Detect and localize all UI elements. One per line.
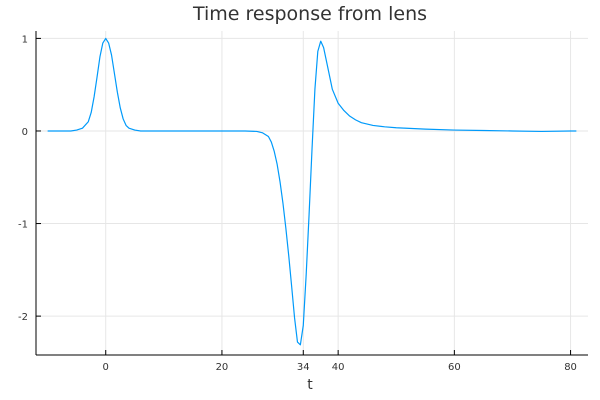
series-line-0 <box>47 37 577 346</box>
y-tick-label: -1 <box>18 220 28 231</box>
x-axis-label: t <box>307 377 313 393</box>
chart-title: Time response from lens <box>192 3 427 25</box>
y-tick-label: 0 <box>22 127 28 138</box>
x-tick-label: 60 <box>448 362 461 373</box>
axes <box>35 31 588 356</box>
x-tick-label: 20 <box>216 362 229 373</box>
y-tick-label: -2 <box>18 312 28 323</box>
x-tick-label: 0 <box>103 362 109 373</box>
grid <box>36 31 588 355</box>
x-tick-label: 34 <box>297 362 310 373</box>
x-tick-label: 80 <box>564 362 577 373</box>
series <box>47 37 577 346</box>
ticks: 0 20 34 40 60 80 -2 -1 0 1 <box>18 34 577 373</box>
y-tick-label: 1 <box>22 34 28 45</box>
x-tick-label: 40 <box>332 362 345 373</box>
